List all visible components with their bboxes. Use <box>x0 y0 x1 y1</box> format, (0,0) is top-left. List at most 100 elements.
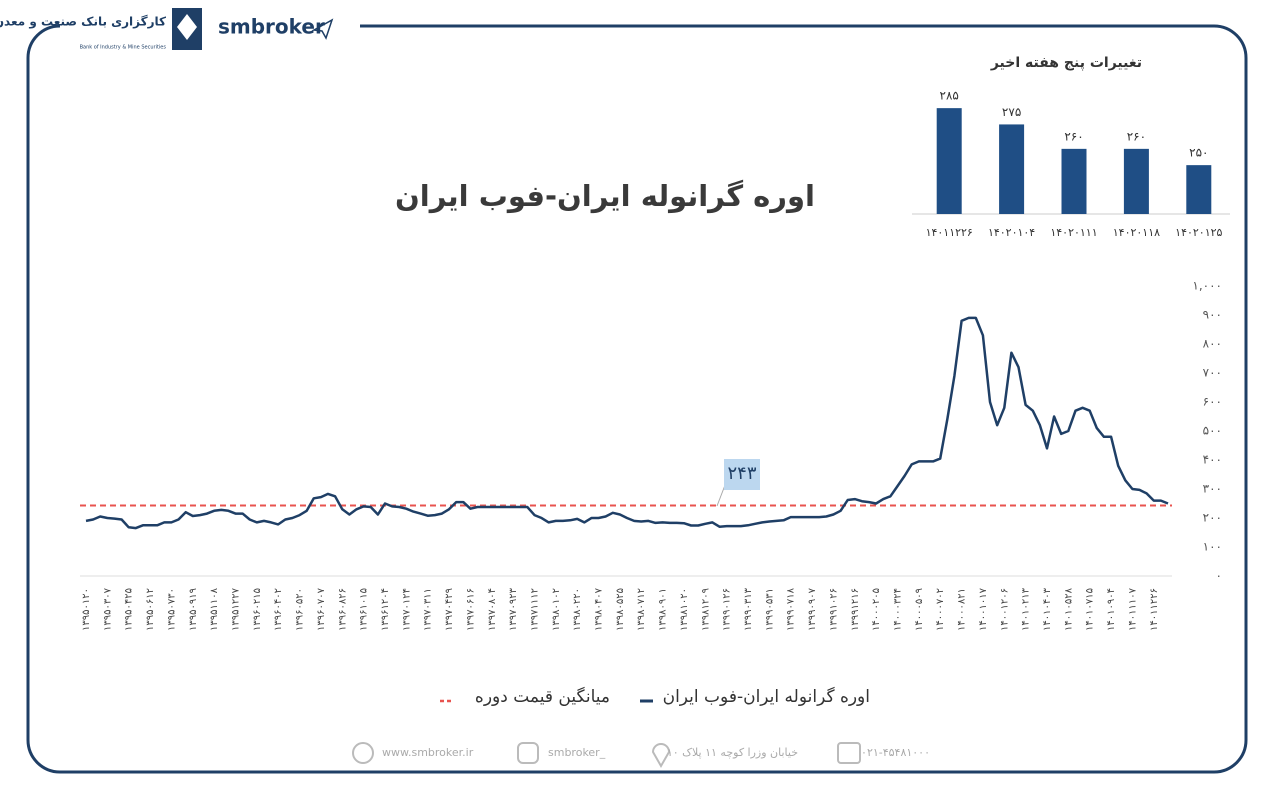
phone-icon <box>837 742 861 764</box>
y-tick-label: ۶۰۰ <box>1203 395 1222 409</box>
bar <box>1061 148 1087 214</box>
x-tick-label: ۱۴۰۰۱۲۰۶ <box>999 588 1010 631</box>
x-tick-label: ۱۴۰۱۰۷۱۵ <box>1085 588 1096 631</box>
web-icon <box>352 742 374 764</box>
x-tick-label: ۱۳۹۵۰۱۲۰ <box>81 588 92 631</box>
chart-title: اوره گرانوله ایران-فوب ایران <box>395 179 815 213</box>
bar <box>1123 148 1149 214</box>
frame <box>26 24 1248 774</box>
x-tick-label: ۱۳۹۸۰۲۲۰ <box>572 588 583 631</box>
x-tick-label: ۱۳۹۸۰۷۱۲ <box>636 588 647 631</box>
y-tick-label: ۷۰۰ <box>1203 366 1222 380</box>
annotation-box <box>724 459 760 490</box>
bar <box>999 124 1025 214</box>
x-tick-label: ۱۴۰۲۰۱۲۵ <box>1175 226 1222 239</box>
x-tick-label: ۱۳۹۶۱۰۱۵ <box>359 588 370 631</box>
x-tick-label: ۱۳۹۷۰۸۰۴ <box>487 588 498 631</box>
bar-value-label: ۲۶۰ <box>1127 129 1146 143</box>
x-tick-label: ۱۳۹۷۰۴۲۹ <box>444 588 455 631</box>
x-tick-label: ۱۳۹۶۱۲۰۴ <box>380 588 391 631</box>
y-tick-label: ۸۰۰ <box>1203 337 1222 351</box>
x-tick-label: ۱۳۹۶۰۲۱۵ <box>252 588 263 631</box>
brand-icon <box>311 18 334 40</box>
footer: www.smbroker.ir smbroker_ خیابان وزرا کو… <box>352 742 930 769</box>
y-tick-label: ۵۰۰ <box>1203 424 1222 438</box>
footer-website: www.smbroker.ir <box>382 746 474 759</box>
x-tick-label: ۱۴۰۲۰۱۰۴ <box>988 226 1035 239</box>
x-tick-label: ۱۳۹۸۰۹۰۱ <box>658 588 669 631</box>
legend-label: میانگین قیمت دوره <box>475 686 610 707</box>
x-tick-label: ۱۴۰۱۰۴۰۳ <box>1042 587 1053 631</box>
x-tick-label: ۱۳۹۶۰۵۲۰ <box>295 588 306 631</box>
x-tick-label: ۱۴۰۰۰۳۲۴ <box>893 588 904 631</box>
x-tick-label: ۱۴۰۱۱۱۰۷ <box>1127 587 1138 631</box>
x-tick-label: ۱۳۹۵۰۳۰۷ <box>102 587 113 631</box>
x-tick-label: ۱۴۰۱۰۲۱۳ <box>1021 587 1032 631</box>
x-tick-label: ۱۳۹۹۱۲۱۶ <box>850 588 861 631</box>
x-tick-label: ۱۴۰۲۰۱۱۱ <box>1050 226 1097 239</box>
inset-title: تغییرات پنج هفته اخیر <box>990 55 1142 71</box>
y-tick-label: ۴۰۰ <box>1203 453 1222 467</box>
x-tick-label: ۱۳۹۸۰۵۲۵ <box>615 588 626 631</box>
bar <box>936 108 962 214</box>
instagram-icon <box>517 742 539 764</box>
logo-text: کارگزاری بانک صنعت و معدن <box>0 15 166 30</box>
location-icon <box>651 743 671 769</box>
x-tick-label: ۱۴۰۰۱۰۱۷ <box>978 587 989 631</box>
x-tick-label: ۱۴۰۱۱۲۲۶ <box>1149 588 1160 631</box>
footer-phone: ۰۲۱-۴۵۴۸۱۰۰۰ <box>861 746 930 759</box>
logo-subtext: Bank of Industry & Mine Securities <box>80 45 167 51</box>
x-tick-label: ۱۳۹۷۱۱۱۲ <box>529 588 540 631</box>
x-tick-label: ۱۳۹۹۰۵۳۱ <box>764 588 775 631</box>
x-tick-label: ۱۳۹۹۱۰۲۶ <box>828 588 839 631</box>
x-tick-label: ۱۴۰۰۰۵۰۹ <box>914 588 925 631</box>
bar-value-label: ۲۸۵ <box>940 89 959 103</box>
x-tick-label: ۱۳۹۶۰۷۰۷ <box>316 587 327 631</box>
bar-value-label: ۲۵۰ <box>1189 146 1208 160</box>
x-tick-label: ۱۳۹۸۱۰۲۰ <box>679 588 690 631</box>
x-tick-label: ۱۴۰۰۰۲۰۵ <box>871 588 882 631</box>
y-tick-label: ۰ <box>1216 569 1222 583</box>
x-tick-label: ۱۳۹۶۰۴۰۲ <box>273 588 284 631</box>
x-tick-label: ۱۳۹۶۰۸۲۶ <box>337 588 348 631</box>
x-tick-label: ۱۳۹۸۰۱۰۲ <box>551 588 562 631</box>
x-tick-label: ۱۳۹۷۰۱۲۴ <box>401 588 412 631</box>
y-tick-label: ۹۰۰ <box>1203 308 1222 322</box>
y-tick-label: ۳۰۰ <box>1203 482 1222 496</box>
x-tick-label: ۱۳۹۹۰۷۱۸ <box>786 587 797 631</box>
x-tick-label: ۱۴۰۲۰۱۱۸ <box>1113 226 1160 239</box>
data-line <box>85 316 1169 530</box>
average-label: ۲۴۳ <box>727 463 756 484</box>
x-tick-label: ۱۳۹۵۰۹۱۹ <box>188 588 199 631</box>
logo-shape <box>177 14 197 40</box>
bar-value-label: ۲۶۰ <box>1064 129 1083 143</box>
y-tick-label: ۱۰۰ <box>1203 540 1222 554</box>
bar <box>1186 165 1212 214</box>
x-tick-label: ۱۳۹۵۰۴۲۵ <box>124 588 135 631</box>
x-tick-label: ۱۳۹۵۰۶۱۲ <box>145 588 156 631</box>
header-bg <box>60 0 360 54</box>
x-tick-label: ۱۳۹۵۱۲۲۷ <box>230 587 241 631</box>
footer-instagram: smbroker_ <box>548 746 606 759</box>
x-tick-label: ۱۳۹۷۰۶۱۶ <box>465 588 476 631</box>
x-tick-label: ۱۳۹۸۰۴۰۷ <box>594 587 605 631</box>
x-tick-label: ۱۳۹۹۰۹۰۷ <box>807 587 818 631</box>
footer-address: خیابان وزرا کوچه ۱۱ پلاک ۱۰ <box>667 746 798 759</box>
y-tick-label: ۱,۰۰۰ <box>1192 279 1222 293</box>
x-tick-label: ۱۴۰۰۰۸۲۱ <box>957 588 968 631</box>
legend-label: اوره گرانوله ایران-فوب ایران <box>663 686 870 707</box>
x-tick-label: ۱۳۹۷۰۳۱۱ <box>423 588 434 631</box>
x-tick-label: ۱۳۹۹۰۳۱۳ <box>743 587 754 631</box>
x-tick-label: ۱۴۰۰۰۷۰۲ <box>935 588 946 631</box>
bar-value-label: ۲۷۵ <box>1002 105 1021 119</box>
x-tick-label: ۱۳۹۵۰۷۳۰ <box>166 588 177 631</box>
y-tick-label: ۲۰۰ <box>1203 511 1222 525</box>
x-tick-label: ۱۳۹۹۰۱۲۶ <box>722 588 733 631</box>
x-tick-label: ۱۳۹۵۱۱۰۸ <box>209 587 220 631</box>
x-tick-label: ۱۴۰۱۰۹۰۴ <box>1106 588 1117 631</box>
brand: smbroker <box>218 15 325 39</box>
x-tick-label: ۱۴۰۱۰۵۲۸ <box>1063 587 1074 631</box>
x-tick-label: ۱۳۹۷۰۹۲۳ <box>508 587 519 631</box>
x-tick-label: ۱۴۰۱۱۲۲۶ <box>926 226 973 239</box>
